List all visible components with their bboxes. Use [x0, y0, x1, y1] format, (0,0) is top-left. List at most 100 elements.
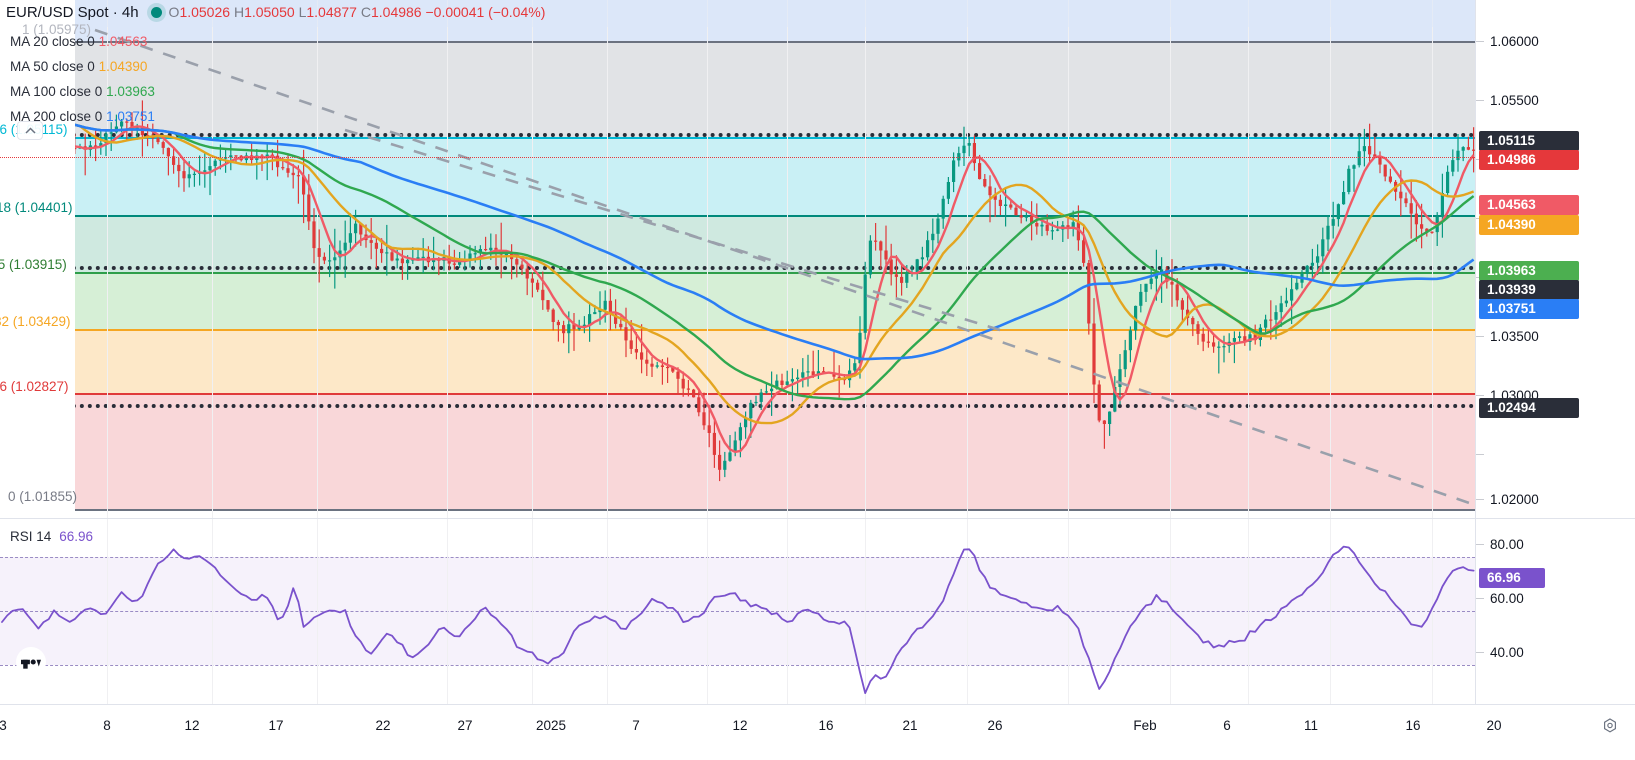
time-axis-tick: 26 — [987, 718, 1003, 733]
fib-label: 0 (1.01855) — [8, 489, 78, 504]
grid-line-v — [317, 519, 318, 704]
time-axis-tick: 12 — [184, 718, 200, 733]
ohlc-values: O1.05026 H1.05050 L1.04877 C1.04986 −0.0… — [169, 4, 546, 20]
fib-label: 36 (1.02827) — [0, 379, 69, 394]
time-axis[interactable]: 3 8 12 17 22 27 2025 7 12 16 21 26 Feb 6… — [0, 704, 1635, 760]
ma-label: MA 20 close 0 — [10, 34, 95, 49]
ma-value: 1.03751 — [106, 109, 155, 124]
time-axis-tick: 12 — [732, 718, 748, 733]
grid-line-v — [787, 0, 788, 518]
price-axis-tick: 1.02000 — [1490, 492, 1539, 507]
price-badge-fib786: 1.05115 — [1479, 131, 1579, 151]
status-dot-icon — [150, 6, 162, 18]
fib-label: 18 (1.04401) — [0, 200, 73, 215]
time-axis-tick: 17 — [268, 718, 284, 733]
legend-highlight-bar — [0, 0, 1475, 27]
high-value: 1.05050 — [244, 4, 295, 20]
fib-line-786 — [0, 137, 1475, 139]
price-axis-tick: 1.03500 — [1490, 329, 1539, 344]
ma-legend-row[interactable]: MA 200 close 0 1.03751 — [10, 109, 155, 124]
grid-line-v — [212, 519, 213, 704]
symbol-title[interactable]: EUR/USD Spot · 4h — [6, 4, 139, 21]
time-axis-tick: 22 — [375, 718, 391, 733]
axis-tick-mark — [1476, 336, 1484, 337]
high-label: H — [233, 4, 245, 20]
grid-line-v — [1248, 519, 1249, 704]
fib-line-618 — [0, 215, 1475, 217]
grid-line-v — [787, 519, 788, 704]
fib-line-5 — [0, 272, 1475, 274]
candlestick-series — [0, 28, 1475, 507]
time-axis-tick: Feb — [1133, 718, 1157, 733]
grid-line-v — [532, 519, 533, 704]
grid-line-v — [967, 519, 968, 704]
price-badge-ma100: 1.03963 — [1479, 261, 1579, 281]
grid-line-v — [447, 519, 448, 704]
fib-label: 82 (1.03429) — [0, 314, 71, 329]
grid-line-v — [707, 0, 708, 518]
rsi-plot-area[interactable] — [0, 519, 1475, 704]
rsi-pane: RSI 14 66.96 80.00 60.00 40.00 66.96 — [0, 518, 1635, 704]
ma-label: MA 50 close 0 — [10, 59, 95, 74]
fib-line-1 — [0, 41, 1475, 43]
axis-tick-mark — [1476, 395, 1484, 396]
ma-legend-row[interactable]: MA 100 close 0 1.03963 — [10, 84, 155, 99]
price-badge-ma200: 1.03751 — [1479, 299, 1579, 319]
rsi-axis[interactable]: 80.00 60.00 40.00 66.96 — [1475, 519, 1635, 704]
time-axis-tick: 20 — [1486, 718, 1502, 733]
rsi-label: RSI 14 — [10, 529, 52, 544]
ma-legend-row[interactable]: MA 50 close 0 1.04390 — [10, 59, 147, 74]
grid-line-v — [1170, 519, 1171, 704]
rsi-legend[interactable]: RSI 14 66.96 — [10, 529, 93, 544]
tradingview-logo-icon[interactable] — [16, 647, 46, 677]
time-axis-tick: 16 — [1405, 718, 1421, 733]
close-value: 1.04986 — [370, 4, 422, 20]
grid-line-v — [1330, 519, 1331, 704]
chevron-up-icon — [24, 127, 36, 134]
rsi-axis-tick: 60.00 — [1490, 591, 1524, 606]
grid-line-v — [1170, 0, 1171, 518]
fib-zone-618 — [0, 216, 1475, 273]
collapse-pane-button[interactable] — [17, 121, 43, 140]
ma-value: 1.04390 — [98, 59, 148, 74]
change-percent: (−0.04%) — [488, 4, 546, 20]
price-pane: EUR/USD Spot · 4h O1.05026 H1.05050 L1.04… — [0, 0, 1635, 518]
fib-zone-5 — [0, 273, 1475, 330]
grid-line-v — [1432, 0, 1433, 518]
grid-line-v — [1068, 0, 1069, 518]
price-plot-area[interactable] — [0, 0, 1475, 518]
open-value: 1.05026 — [179, 4, 231, 20]
grid-line-v — [1248, 0, 1249, 518]
time-axis-tick: 7 — [632, 718, 640, 733]
rsi-axis-tick: 40.00 — [1490, 645, 1524, 660]
rsi-value-badge: 66.96 — [1479, 568, 1545, 588]
grid-line-v — [607, 519, 608, 704]
fib-zone-1 — [0, 42, 1475, 138]
time-axis-tick: 21 — [902, 718, 918, 733]
ma-label: MA 200 close 0 — [10, 109, 103, 124]
time-axis-tick: 3 — [0, 718, 7, 733]
price-badge-level: 1.03939 — [1479, 280, 1579, 300]
chart-legend: EUR/USD Spot · 4h O1.05026 H1.05050 L1.04… — [6, 4, 545, 21]
price-axis[interactable]: 1.06000 1.05500 1.05000 1.04500 1.04000 … — [1475, 0, 1635, 518]
ma-legend-row[interactable]: MA 20 close 0 1.04563 — [10, 34, 147, 49]
grid-line-v — [212, 0, 213, 518]
current-price-line — [0, 157, 1475, 158]
grid-line-v — [865, 0, 866, 518]
price-badge-current[interactable]: 1.04986 — [1479, 150, 1579, 170]
rsi-value: 66.96 — [59, 529, 94, 544]
gear-icon[interactable] — [1601, 717, 1619, 735]
grid-line-v — [865, 519, 866, 704]
fib-label: 1 (1.05975) — [22, 22, 92, 37]
time-axis-tick: 11 — [1303, 718, 1319, 733]
time-axis-tick: 16 — [818, 718, 834, 733]
grid-line-v — [967, 0, 968, 518]
rsi-level-50 — [0, 611, 1475, 612]
ma-label: MA 100 close 0 — [10, 84, 103, 99]
ma-value: 1.03963 — [106, 84, 155, 99]
marker-line-103963 — [0, 266, 1475, 270]
grid-line-v — [317, 0, 318, 518]
axis-tick-mark — [1476, 100, 1484, 101]
low-label: L — [298, 4, 307, 20]
marker-line-102494 — [0, 404, 1475, 408]
